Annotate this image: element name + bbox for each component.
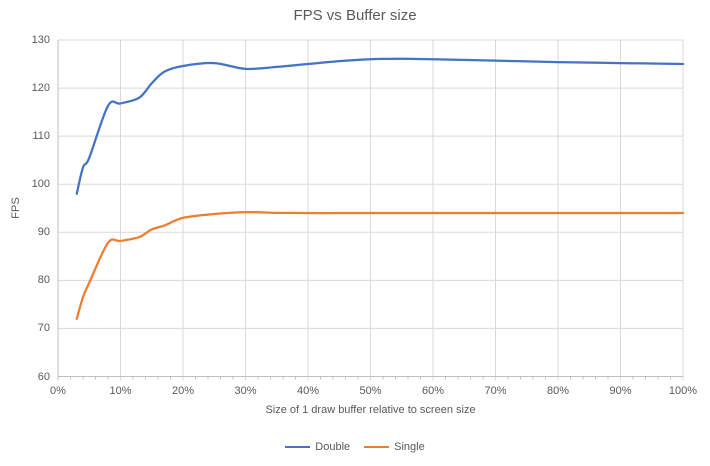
series-line-double bbox=[75, 57, 685, 195]
x-axis-title: Size of 1 draw buffer relative to screen… bbox=[265, 404, 476, 416]
y-tick-label: 120 bbox=[31, 82, 50, 95]
y-tick-label: 70 bbox=[37, 322, 50, 335]
x-tick-label: 100% bbox=[668, 384, 698, 397]
x-tick-label: 80% bbox=[546, 384, 570, 397]
series-line-single bbox=[75, 210, 685, 320]
x-tick-label: 0% bbox=[50, 384, 66, 397]
x-tick-label: 70% bbox=[484, 384, 507, 397]
legend-item-single: Single bbox=[364, 441, 425, 453]
legend: Double Single bbox=[0, 441, 710, 453]
x-tick-label: 60% bbox=[421, 384, 445, 397]
y-tick-label: 60 bbox=[37, 370, 50, 383]
x-tick-label: 50% bbox=[359, 384, 382, 397]
y-tick-label: 130 bbox=[31, 34, 50, 46]
legend-label-double: Double bbox=[315, 441, 351, 453]
legend-swatch-double-line bbox=[285, 445, 311, 449]
x-tick-label: 20% bbox=[171, 384, 195, 397]
x-tick-label: 10% bbox=[109, 384, 132, 397]
y-axis-title: FPS bbox=[10, 197, 22, 219]
y-tick-label: 110 bbox=[32, 130, 50, 143]
legend-item-double: Double bbox=[285, 441, 350, 453]
x-tick-label: 30% bbox=[234, 384, 257, 397]
x-tick-label: 40% bbox=[296, 384, 320, 397]
chart-title: FPS vs Buffer size bbox=[293, 7, 417, 24]
y-tick-label: 80 bbox=[37, 274, 50, 287]
legend-label-single: Single bbox=[394, 441, 425, 453]
x-tick-label: 90% bbox=[609, 384, 632, 397]
legend-swatch-single-line bbox=[364, 445, 390, 449]
y-tick-label: 100 bbox=[31, 178, 50, 191]
y-tick-label: 90 bbox=[37, 226, 50, 239]
